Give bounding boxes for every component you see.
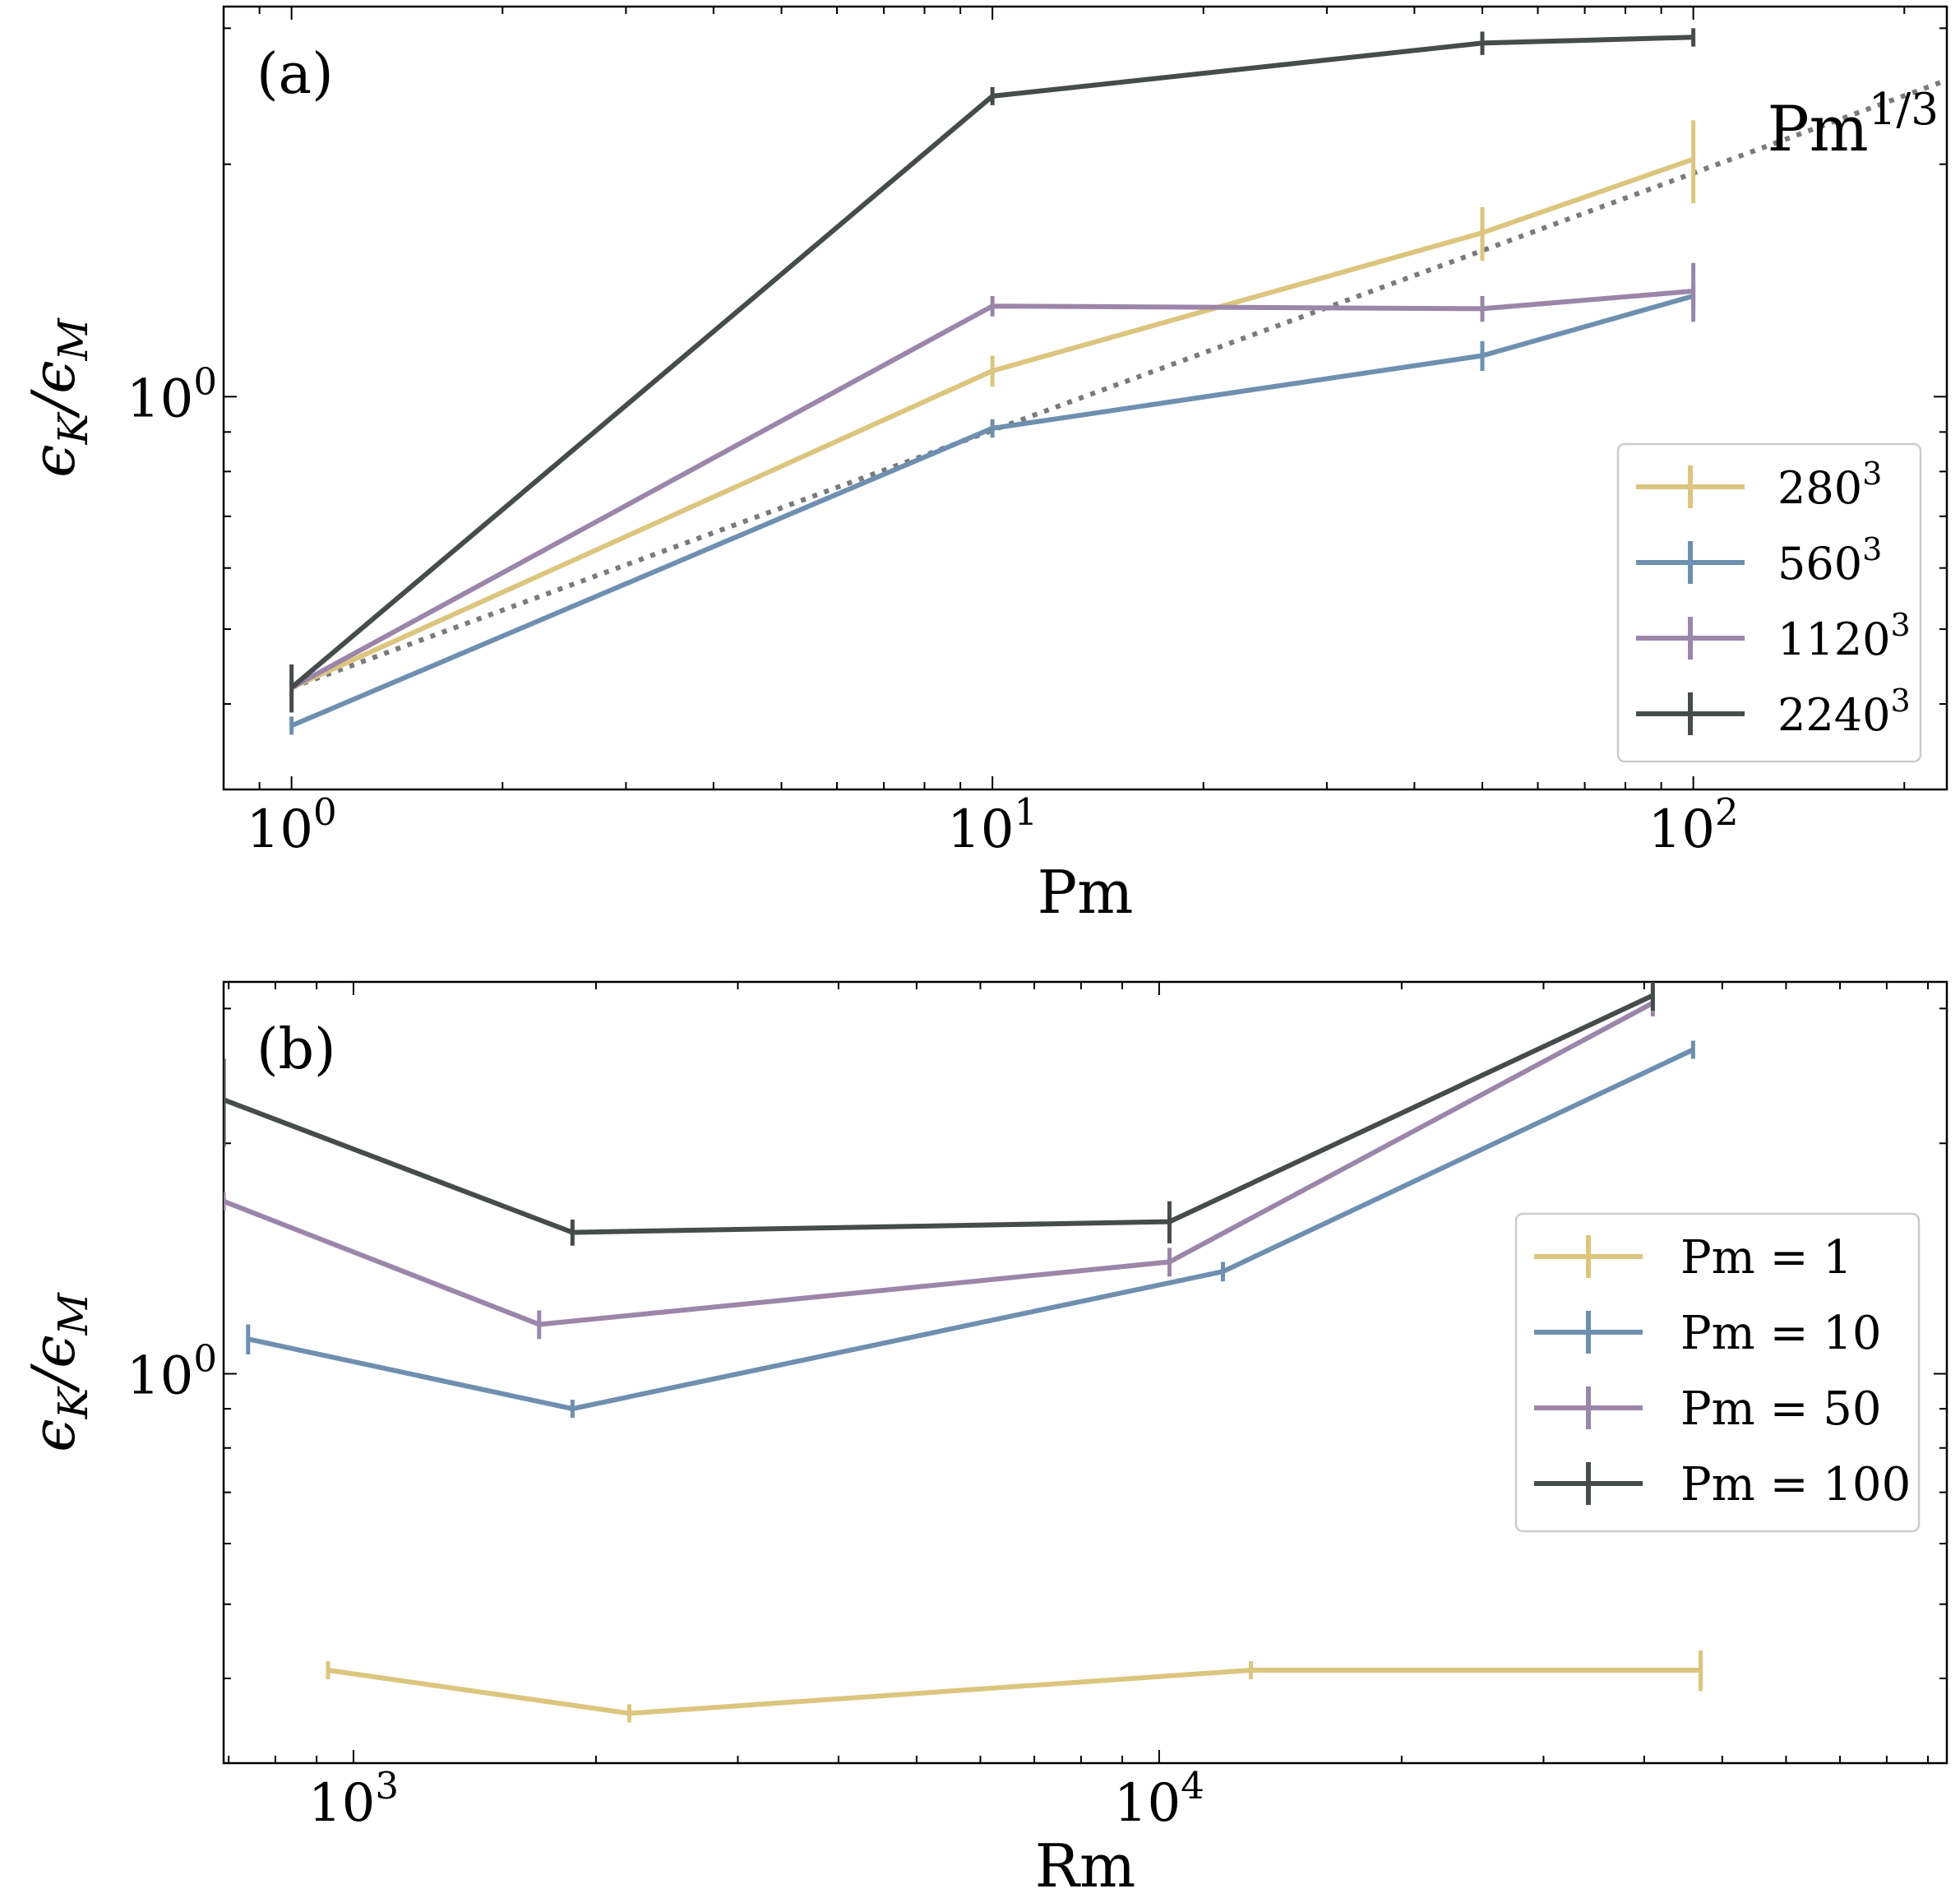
legend-entry-2-base: 1120: [1777, 613, 1890, 665]
series-0: [326, 1650, 1703, 1723]
y-axis-label: ϵK/ϵM: [19, 317, 97, 477]
y-axis-label-subM: M: [49, 317, 97, 361]
legend-entry-0-base: 280: [1777, 462, 1862, 514]
x-tick-label-0-base: 10: [247, 799, 313, 860]
x-tick-label-2: 102: [1648, 790, 1739, 860]
y-tick-label-0: 100: [127, 359, 217, 429]
x-tick-label-0-exp: 0: [313, 790, 337, 834]
y-tick-label-0-base: 10: [127, 368, 193, 429]
legend-entry-1: 5603: [1777, 531, 1882, 590]
axis-ticks: [224, 982, 1947, 1763]
legend-entry-2: 11203: [1777, 607, 1911, 665]
plot-frame: [222, 980, 1948, 1765]
x-tick-label-1: 101: [947, 790, 1038, 860]
series-0: [289, 120, 1696, 705]
axis-ticks: [223, 7, 1947, 789]
y-axis-label-slash: /ϵ: [19, 360, 88, 419]
x-tick-label-0-base: 10: [308, 1773, 375, 1834]
reference-line: [290, 77, 1947, 690]
x-tick-label-1-base: 10: [947, 799, 1014, 860]
series-2: [224, 990, 1655, 1340]
legend-entry-3: Pm = 100: [1680, 1458, 1911, 1511]
y-axis-label-subM: M: [49, 1291, 97, 1336]
series-line: [247, 1047, 1694, 1412]
panel-label: (a): [257, 42, 334, 107]
y-tick-label-0: 100: [127, 1337, 217, 1407]
legend-entry-1-base: 560: [1777, 538, 1862, 590]
annotation-base: Pm: [1768, 92, 1869, 165]
legend-entry-3-exp: 3: [1890, 683, 1910, 719]
x-tick-label-2-exp: 2: [1715, 790, 1739, 834]
annotation-exp: 1/3: [1869, 85, 1939, 135]
annotation: Pm1/3: [1768, 85, 1939, 165]
series-1: [246, 1040, 1695, 1419]
x-tick-label-2-base: 10: [1648, 799, 1715, 860]
x-tick-label-1-exp: 1: [1015, 790, 1038, 834]
series-line: [290, 289, 1694, 690]
series-line: [224, 993, 1654, 1235]
x-tick-label-0-exp: 3: [375, 1764, 399, 1808]
y-axis-label-eps1: ϵ: [19, 1419, 88, 1451]
series-line: [224, 1001, 1654, 1327]
x-tick-label-0: 100: [247, 790, 337, 860]
legend-entry-0: 2803: [1777, 456, 1882, 514]
legend-entry-3-base: 2240: [1777, 689, 1890, 741]
legend-entry-2: Pm = 50: [1680, 1382, 1882, 1436]
series-3: [289, 28, 1696, 713]
y-axis-label-eps1: ϵ: [19, 444, 88, 477]
y-tick-label-0-base: 10: [127, 1346, 193, 1407]
panel-label: (b): [257, 1017, 336, 1082]
legend-entry-0-exp: 3: [1862, 456, 1882, 492]
y-axis-label-subK: K: [49, 1386, 97, 1419]
legend-entry-3: 22403: [1777, 683, 1911, 741]
x-axis-label: Pm: [1038, 858, 1134, 927]
series-line: [327, 1668, 1701, 1716]
x-tick-label-1: 104: [1114, 1764, 1204, 1834]
legend-entry-1: Pm = 10: [1680, 1307, 1882, 1360]
legend: Pm = 1 Pm = 10 Pm = 50 Pm = 100: [1514, 1212, 1921, 1533]
series-2: [289, 262, 1696, 697]
y-tick-label-0-exp: 0: [193, 1337, 217, 1381]
series-3: [224, 982, 1655, 1246]
x-axis-label: Rm: [1035, 1831, 1135, 1898]
legend-frame: [1514, 1212, 1921, 1533]
series-line: [290, 156, 1694, 690]
x-tick-label-1-exp: 4: [1181, 1764, 1204, 1808]
x-tick-label-1-base: 10: [1114, 1773, 1181, 1834]
data-layer: [224, 982, 1703, 1723]
legend-entry-2-exp: 3: [1890, 607, 1910, 643]
legend-entry-0: Pm = 1: [1680, 1231, 1852, 1285]
y-axis-label-subK: K: [49, 411, 97, 445]
data-layer: [289, 28, 1947, 735]
legend-entry-1-exp: 3: [1862, 531, 1882, 567]
x-tick-label-0: 103: [308, 1764, 399, 1834]
y-axis-label-slash: /ϵ: [19, 1335, 88, 1393]
y-axis-label: ϵK/ϵM: [19, 1291, 97, 1451]
series-line: [289, 35, 1694, 690]
series-line: [290, 294, 1694, 729]
legend-frame: [1616, 442, 1922, 763]
panel-a: 100 101 102100PmϵK/ϵM(a)Pm1/32803560311203…: [19, 5, 1948, 927]
y-tick-label-0-exp: 0: [193, 359, 217, 403]
plot-frame: [222, 5, 1948, 791]
